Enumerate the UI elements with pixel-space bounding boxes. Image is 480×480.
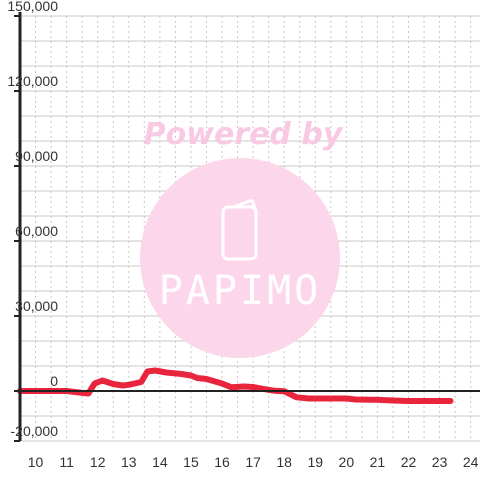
watermark-powered-by-text: Powered by [144,117,344,152]
x-tick-label: 21 [370,454,386,470]
x-tick-label: 12 [90,454,106,470]
x-tick-label: 23 [432,454,448,470]
x-tick-label: 19 [307,454,323,470]
x-tick-label: 14 [152,454,168,470]
x-tick-label: 15 [183,454,199,470]
series [17,367,454,404]
series-line [17,367,454,404]
y-tick-label: 150,000 [7,0,58,14]
x-tick-label: 13 [121,454,137,470]
y-tick-label: 120,000 [7,73,58,89]
x-tick-label: 18 [276,454,292,470]
y-tick-label: -20,000 [11,423,59,439]
x-tick-label: 20 [339,454,355,470]
axes [18,12,480,441]
x-tick-label: 16 [214,454,230,470]
y-tick-label: 60,000 [15,223,58,239]
grid [20,15,480,442]
x-tick-label: 10 [28,454,44,470]
x-axis-tick-labels: 10 11 12 13 14 15 16 17 18 19 20 21 22 23 24 [28,454,479,470]
y-tick-label: 0 [50,373,58,389]
x-tick-label: 22 [401,454,417,470]
x-tick-label: 24 [463,454,479,470]
watermark-logo-text: PAPIMO [159,268,322,314]
x-tick-label: 11 [59,454,74,470]
phone-icon [221,198,258,261]
x-tick-label: 17 [245,454,261,470]
papimo-watermark: Powered by PAPIMO [140,117,344,358]
y-tick-label: 30,000 [15,298,58,314]
y-tick-label: 90,000 [15,148,58,164]
y-axis-tick-labels: 150,000 120,000 90,000 60,000 30,000 0 -20,000 [7,0,59,442]
